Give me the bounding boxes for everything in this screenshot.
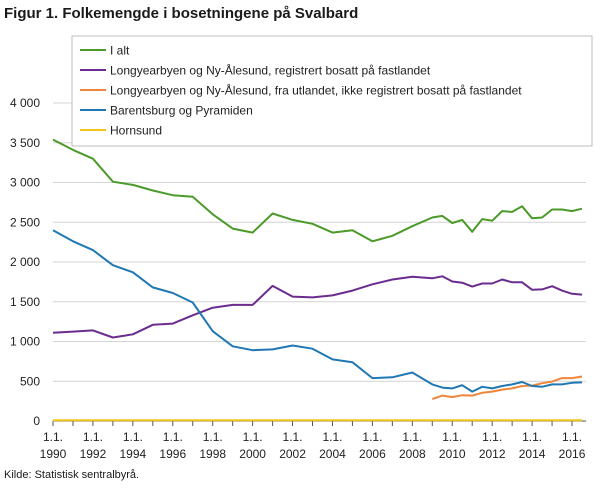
legend-label: Longyearbyen og Ny-Ålesund, registrert b… xyxy=(110,63,431,78)
x-tick-prefix: 1.1. xyxy=(83,430,103,444)
x-tick-label: 2012 xyxy=(479,447,506,461)
x-tick-label: 1996 xyxy=(159,447,186,461)
y-tick-label: 1 500 xyxy=(10,295,40,309)
chart-title: Figur 1. Folkemengde i bosetningene på S… xyxy=(4,5,359,22)
x-tick-label: 2006 xyxy=(359,447,386,461)
x-tick-label: 2008 xyxy=(399,447,426,461)
x-axis: 1.1. 1990 1.1. 1992 1.1. 1994 1.1. 1996 1.1. 1998… xyxy=(40,420,586,461)
legend-label: Hornsund xyxy=(110,124,162,138)
legend-label: I alt xyxy=(110,44,130,58)
series-line xyxy=(52,275,583,339)
legend-label: Barentsburg og Pyramiden xyxy=(110,104,253,118)
legend-label: Longyearbyen og Ny-Ålesund, fra utlandet… xyxy=(110,83,522,98)
y-tick-label: 2 500 xyxy=(10,215,40,229)
x-tick-label: 1992 xyxy=(80,447,107,461)
y-tick-label: 0 xyxy=(33,414,40,428)
x-tick-label: 2000 xyxy=(239,447,266,461)
series-line xyxy=(431,375,583,401)
y-tick-label: 4 000 xyxy=(10,96,40,110)
x-tick-prefix: 1.1. xyxy=(362,430,382,444)
x-tick-prefix: 1.1. xyxy=(283,430,303,444)
x-tick-label: 1994 xyxy=(119,447,146,461)
x-tick-label: 2002 xyxy=(279,447,306,461)
y-tick-label: 3 000 xyxy=(10,176,40,190)
x-tick-prefix: 1.1. xyxy=(482,430,502,444)
x-tick-label: 2014 xyxy=(519,447,546,461)
x-tick-label: 2010 xyxy=(439,447,466,461)
x-tick-prefix: 1.1. xyxy=(163,430,183,444)
x-tick-label: 2016 xyxy=(559,447,586,461)
x-tick-prefix: 1.1. xyxy=(43,430,63,444)
legend: I alt Longyearbyen og Ny-Ålesund, registr… xyxy=(71,35,593,147)
x-tick-prefix: 1.1. xyxy=(243,430,263,444)
x-tick-prefix: 1.1. xyxy=(123,430,143,444)
x-tick-label: 2004 xyxy=(319,447,346,461)
y-axis-tick-labels: 0 500 1 000 1 500 2 000 2 500 3 000 3 500 4 000 xyxy=(10,96,40,428)
x-tick-label: 1998 xyxy=(199,447,226,461)
x-tick-prefix: 1.1. xyxy=(522,430,542,444)
x-tick-prefix: 1.1. xyxy=(562,430,582,444)
x-tick-prefix: 1.1. xyxy=(322,430,342,444)
y-tick-label: 2 000 xyxy=(10,255,40,269)
x-tick-prefix: 1.1. xyxy=(203,430,223,444)
y-tick-label: 3 500 xyxy=(10,136,40,150)
series-line xyxy=(52,229,583,393)
x-tick-label: 1990 xyxy=(40,447,67,461)
legend-box xyxy=(71,35,593,147)
series-lines xyxy=(52,138,583,422)
source-note: Kilde: Statistisk sentralbyrå. xyxy=(4,469,140,481)
y-tick-label: 1 000 xyxy=(10,335,40,349)
x-tick-prefix: 1.1. xyxy=(442,430,462,444)
y-tick-label: 500 xyxy=(20,374,40,388)
x-tick-prefix: 1.1. xyxy=(402,430,422,444)
series-line xyxy=(52,138,583,243)
